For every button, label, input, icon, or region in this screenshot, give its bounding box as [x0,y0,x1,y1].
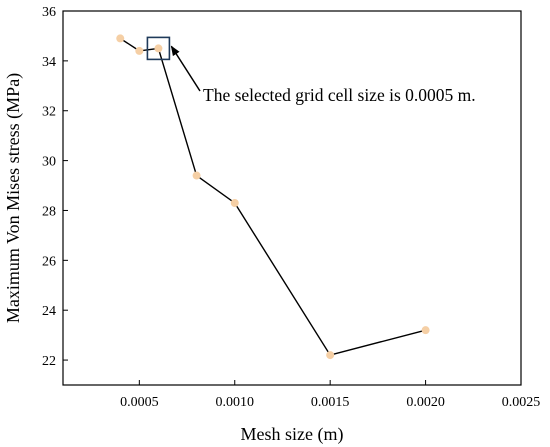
x-tick-label: 0.0020 [406,395,445,410]
series-group [116,34,430,360]
data-point [116,34,125,43]
data-point [154,44,163,53]
x-axis-ticks: 0.0005 0.0010 0.0015 0.0020 0.0025 [120,380,540,410]
data-point [135,46,144,55]
x-tick-label: 0.0005 [120,395,159,410]
data-point [192,171,201,180]
data-point [421,326,430,335]
x-tick-label: 0.0015 [311,395,350,410]
annotation-group: The selected grid cell size is 0.0005 m. [146,36,476,105]
data-point [326,351,335,360]
y-tick-label: 28 [42,204,56,219]
y-tick-label: 22 [42,354,56,369]
y-tick-label: 34 [42,55,56,70]
highlight-box [146,36,171,61]
annotation-text: The selected grid cell size is 0.0005 m. [203,85,476,105]
annotation-arrow [170,45,201,92]
y-axis-ticks: 22 24 26 28 30 32 34 36 [42,5,68,369]
x-axis-title: Mesh size (m) [241,424,344,445]
y-tick-label: 32 [42,105,56,120]
y-axis-title: Maximum Von Mises stress (MPa) [3,73,24,323]
data-point [230,198,239,207]
x-tick-label: 0.0025 [502,395,541,410]
y-tick-label: 30 [42,155,56,170]
plot-frame [62,10,522,386]
y-tick-label: 24 [42,304,56,319]
y-tick-label: 26 [42,254,56,269]
x-tick-label: 0.0010 [216,395,255,410]
y-tick-label: 36 [42,5,56,20]
